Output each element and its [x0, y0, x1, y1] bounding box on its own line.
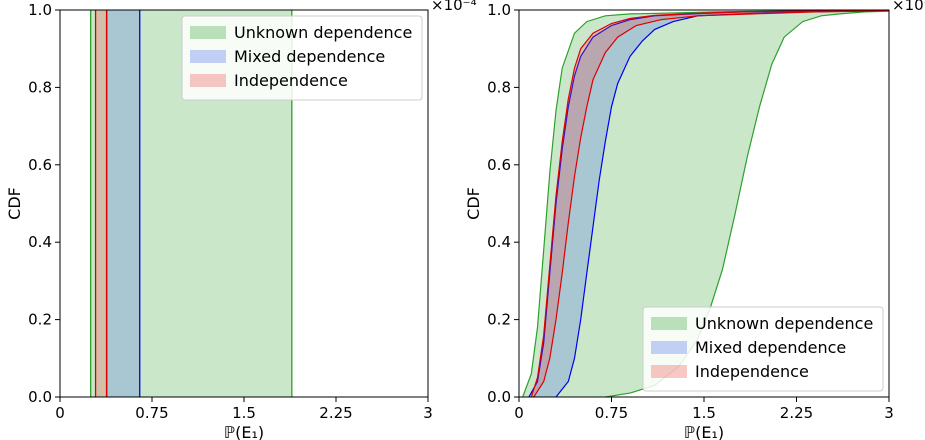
legend-label: Independence: [234, 71, 348, 90]
x-tick-label: 1.5: [232, 404, 256, 422]
legend-label: Mixed dependence: [695, 338, 846, 357]
legend-item: Mixed dependence: [190, 47, 385, 66]
x-axis-label: ℙ(E₁): [224, 423, 264, 440]
legend-label: Unknown dependence: [234, 23, 412, 42]
y-axis-label: CDF: [464, 187, 483, 220]
x-tick-label: 0: [55, 404, 65, 422]
legend-swatch: [651, 341, 687, 354]
y-axis-label: CDF: [5, 187, 24, 220]
legend-label: Independence: [695, 362, 809, 381]
series-independence: [530, 10, 889, 397]
right-chart-panel: 0.0 0.2 0.4 0.6 0.8 1.0 0 0.75 1.5 2.25 3 ×10⁻⁴ ℙ(E₁…: [464, 0, 925, 440]
y-tick-label: 0.4: [28, 233, 52, 251]
y-tick-label: 0.8: [487, 78, 511, 96]
area-fill: [528, 10, 889, 397]
y-tick-label: 0.2: [487, 311, 511, 329]
legend-item: Unknown dependence: [190, 23, 412, 42]
x-tick-label: 2.25: [319, 404, 352, 422]
x-tick-label: 0: [514, 404, 524, 422]
y-tick-label: 1.0: [28, 1, 52, 19]
legend-label: Unknown dependence: [695, 314, 873, 333]
y-tick-label: 1.0: [487, 1, 511, 19]
legend-swatch: [190, 26, 226, 39]
legend-item: Unknown dependence: [651, 314, 873, 333]
legend-swatch: [651, 317, 687, 330]
band-fill: [106, 10, 140, 397]
y-tick-label: 0.4: [487, 233, 511, 251]
area-fill: [522, 10, 889, 397]
legend-item: Mixed dependence: [651, 338, 846, 357]
legend: Unknown dependence Mixed dependence Indepe…: [642, 306, 884, 392]
x-tick-label: 3: [884, 404, 894, 422]
x-axis-multiplier: ×10⁻⁴: [431, 0, 477, 14]
series-independence: [94, 10, 108, 397]
band-fill: [95, 10, 107, 397]
y-tick-label: 0.6: [28, 156, 52, 174]
y-tick-label: 0.8: [28, 78, 52, 96]
y-tick-label: 0.0: [487, 388, 511, 406]
y-tick-label: 0.6: [487, 156, 511, 174]
lower-bound-line: [530, 10, 889, 397]
series-mixed-dependence: [105, 10, 141, 397]
legend: Unknown dependence Mixed dependence Indepe…: [181, 15, 423, 101]
left-chart-panel: 0.0 0.2 0.4 0.6 0.8 1.0 0 0.75 1.5 2.25 3 ×10⁻⁴ ℙ(E₁…: [5, 0, 477, 440]
y-tick-label: 0.2: [28, 311, 52, 329]
x-tick-label: 0.75: [135, 404, 168, 422]
legend-frame: [642, 306, 884, 392]
x-tick-label: 0.75: [595, 404, 628, 422]
x-axis-label: ℙ(E₁): [684, 423, 724, 440]
legend-swatch: [190, 74, 226, 87]
legend-item: Independence: [190, 71, 348, 90]
legend-label: Mixed dependence: [234, 47, 385, 66]
legend-swatch: [651, 365, 687, 378]
plot-area: [522, 10, 889, 397]
y-tick-label: 0.0: [28, 388, 52, 406]
x-tick-label: 1.5: [692, 404, 716, 422]
legend-item: Independence: [651, 362, 809, 381]
x-tick-label: 2.25: [780, 404, 813, 422]
x-axis-multiplier: ×10⁻⁴: [892, 0, 925, 14]
x-tick-label: 3: [423, 404, 433, 422]
legend-frame: [181, 15, 423, 101]
upper-bound-line: [533, 10, 889, 397]
legend-swatch: [190, 50, 226, 63]
